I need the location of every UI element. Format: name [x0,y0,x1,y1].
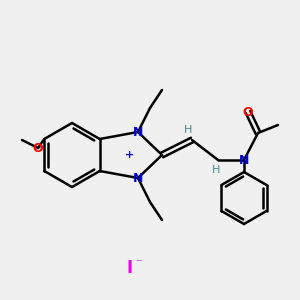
Text: N: N [133,172,143,184]
Text: ⁻: ⁻ [135,257,141,271]
Text: H: H [184,125,192,135]
Text: O: O [33,142,43,154]
Text: N: N [239,154,249,166]
Text: O: O [243,106,253,118]
Text: H: H [212,165,220,175]
Text: I: I [127,259,133,277]
Text: +: + [125,150,134,160]
Text: N: N [133,125,143,139]
